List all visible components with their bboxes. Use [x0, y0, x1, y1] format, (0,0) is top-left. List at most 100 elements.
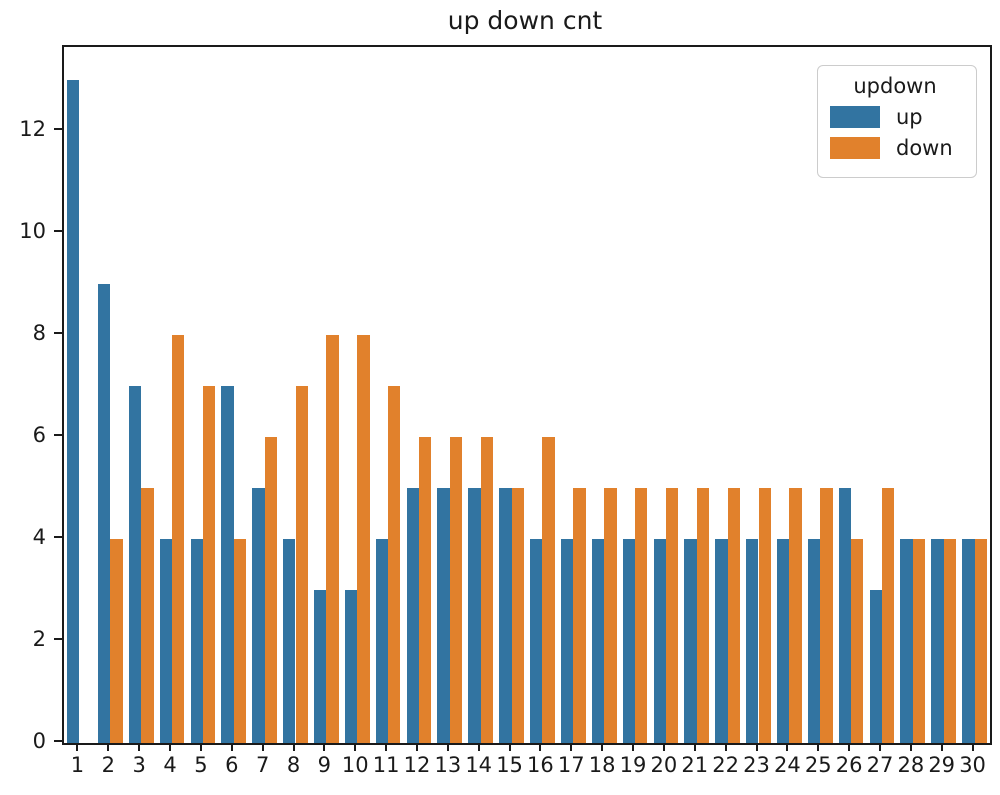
bar-up-22 — [715, 539, 728, 743]
x-tick-label-12: 12 — [403, 753, 431, 777]
x-tick-label-1: 1 — [70, 753, 85, 777]
x-tick-mark-15 — [508, 743, 511, 751]
bar-up-25 — [807, 539, 821, 743]
bar-up-29 — [931, 539, 944, 743]
legend-item-up: up — [830, 105, 960, 129]
bar-down-9 — [326, 335, 339, 743]
bar-up-21 — [684, 539, 697, 743]
bar-up-7 — [252, 488, 265, 743]
x-tick-mark-25 — [817, 743, 820, 751]
bar-up-18 — [591, 539, 605, 743]
bar-down-10 — [357, 335, 370, 743]
x-tick-label-4: 4 — [163, 753, 177, 777]
bar-down-4 — [172, 335, 185, 743]
x-tick-label-6: 6 — [225, 753, 239, 777]
bar-down-25 — [820, 488, 833, 743]
x-tick-label-28: 28 — [897, 753, 925, 777]
bar-up-3 — [128, 386, 142, 743]
x-tick-mark-14 — [477, 743, 480, 751]
legend-swatch-up — [830, 106, 880, 128]
x-tick-mark-30 — [971, 743, 974, 751]
x-tick-mark-16 — [539, 743, 542, 751]
x-tick-label-9: 9 — [317, 753, 332, 777]
bar-down-27 — [881, 488, 895, 743]
bar-up-12 — [406, 488, 419, 743]
x-tick-mark-10 — [354, 743, 357, 751]
bar-down-29 — [943, 539, 957, 743]
x-tick-mark-3 — [138, 743, 141, 751]
bar-down-13 — [449, 437, 463, 743]
y-tick-label-8: 8 — [32, 321, 46, 346]
x-tick-label-7: 7 — [255, 753, 270, 777]
plot-area: up down up down — [62, 45, 992, 745]
bar-up-8 — [283, 539, 296, 743]
x-tick-mark-27 — [878, 743, 881, 751]
x-tick-label-21: 21 — [681, 753, 709, 777]
bar-down-2 — [110, 539, 123, 743]
bar-down-5 — [202, 386, 216, 743]
legend-items: up down — [830, 105, 960, 160]
bar-down-18 — [604, 488, 617, 743]
x-tick-label-3: 3 — [132, 753, 146, 777]
bar-down-22 — [727, 488, 740, 743]
y-tick-mark-0 — [54, 740, 62, 742]
x-tick-label-16: 16 — [527, 753, 554, 777]
x-tick-label-23: 23 — [743, 753, 770, 777]
bar-down-30 — [974, 539, 987, 743]
x-tick-mark-23 — [755, 743, 758, 751]
bar-up-14 — [468, 488, 481, 743]
x-tick-label-24: 24 — [773, 753, 801, 777]
x-tick-label-27: 27 — [866, 753, 894, 777]
x-tick-mark-5 — [199, 743, 202, 751]
x-tick-mark-8 — [292, 743, 295, 751]
bar-up-19 — [622, 539, 636, 743]
x-tick-label-8: 8 — [286, 753, 301, 777]
bar-down-17 — [573, 488, 586, 743]
x-tick-mark-19 — [632, 743, 635, 751]
bar-up-23 — [746, 539, 759, 743]
x-tick-label-26: 26 — [835, 753, 863, 777]
x-tick-mark-21 — [693, 743, 696, 751]
bar-down-19 — [635, 488, 648, 743]
bar-down-11 — [388, 386, 401, 743]
x-tick-mark-9 — [323, 743, 326, 751]
y-tick-label-2: 2 — [32, 627, 46, 652]
x-tick-label-25: 25 — [804, 753, 832, 777]
x-tick-mark-26 — [848, 743, 851, 751]
x-tick-label-20: 20 — [650, 753, 678, 777]
x-tick-label-2: 2 — [101, 753, 115, 777]
legend-label-up: up — [896, 105, 923, 129]
bar-up-11 — [375, 539, 389, 743]
bar-up-30 — [962, 539, 975, 743]
y-tick-mark-4 — [54, 536, 62, 539]
x-tick-mark-29 — [940, 743, 943, 751]
legend-swatch-down — [830, 137, 880, 159]
bar-down-24 — [789, 488, 802, 743]
x-tick-mark-11 — [385, 743, 388, 751]
legend-label-down: down — [896, 136, 953, 160]
bar-down-20 — [665, 488, 679, 743]
x-tick-mark-7 — [261, 743, 264, 751]
bar-up-16 — [530, 539, 543, 743]
x-tick-mark-12 — [415, 743, 418, 751]
x-tick-mark-4 — [169, 743, 172, 751]
x-tick-label-30: 30 — [959, 753, 986, 777]
x-tick-mark-1 — [76, 743, 79, 751]
x-tick-label-19: 19 — [619, 753, 647, 777]
x-tick-mark-28 — [909, 743, 912, 751]
bar-up-2 — [97, 284, 111, 743]
bar-up-27 — [869, 590, 882, 743]
x-tick-mark-20 — [662, 743, 665, 751]
bar-down-3 — [141, 488, 154, 743]
bar-down-14 — [480, 437, 494, 743]
x-tick-mark-24 — [786, 743, 789, 751]
x-tick-label-22: 22 — [712, 753, 739, 777]
x-tick-label-18: 18 — [588, 753, 616, 777]
y-tick-label-0: 0 — [32, 729, 46, 753]
x-tick-label-14: 14 — [465, 753, 493, 777]
y-tick-label-12: 12 — [19, 117, 46, 142]
bar-up-1 — [67, 80, 80, 743]
bar-up-5 — [190, 539, 203, 743]
bar-down-15 — [511, 488, 524, 743]
